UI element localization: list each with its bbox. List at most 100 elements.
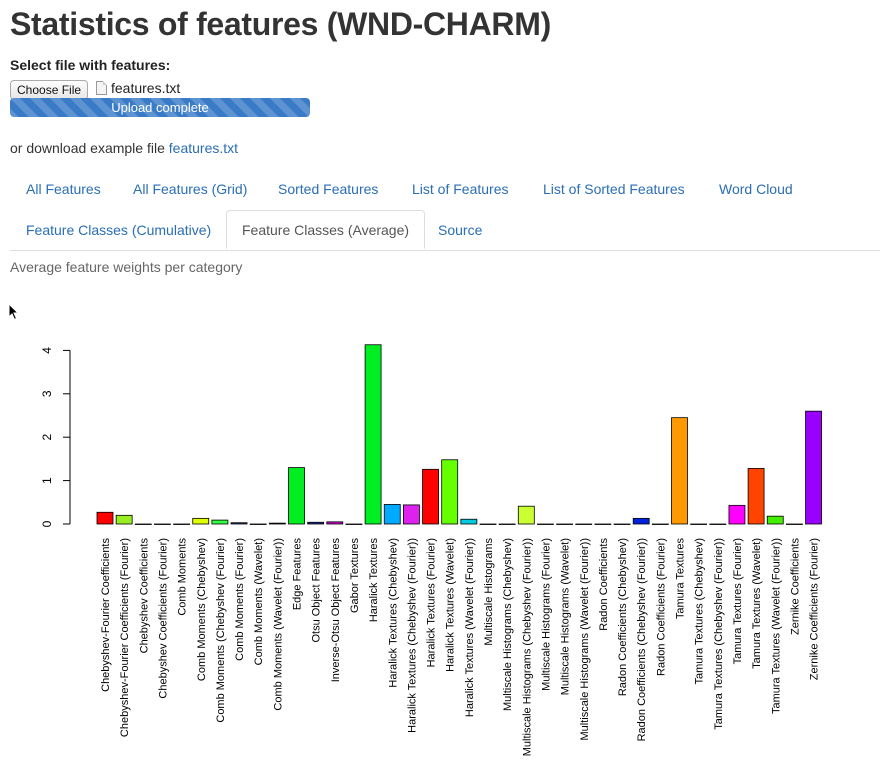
bar [766,515,784,525]
x-tick-label: Comb Moments [177,538,189,616]
x-tick-label: Multiscale Histograms (Wavelet (Fourier)… [579,538,591,741]
y-tick-label: 0 [40,520,54,527]
bar [422,468,439,525]
x-tick-label: Multiscale Histograms (Chebyshev) [502,538,514,711]
y-tick-label: 1 [40,477,54,484]
x-tick-label: Edge Features [292,538,304,611]
download-text: or download example file [10,140,165,156]
bar [594,523,612,525]
x-tick-label: Multiscale Histograms (Chebyshev (Fourie… [521,538,533,756]
x-tick-label: Radon Coefficients [598,538,610,631]
bar [728,504,746,525]
x-tick-label: Haralick Textures (Fourier) [426,538,438,667]
x-tick-label: Comb Moments (Fourier) [234,538,246,661]
chart-subtitle: Average feature weights per category [10,259,243,275]
bar [556,523,573,525]
bar [268,522,286,525]
bar [307,521,325,525]
bar [709,523,727,525]
x-tick-label: Comb Moments (Chebyshev (Fourier) [215,538,227,723]
tab-feature-classes-cumulative[interactable]: Feature Classes (Cumulative) [26,222,212,238]
bar [613,523,631,525]
y-tick-label: 3 [40,390,54,397]
x-tick-label: Chebyshev-Fourier Coefficients (Fourier) [119,538,131,737]
tab-source[interactable]: Source [438,222,483,238]
x-tick-label: Comb Moments (Chebyshev) [196,538,208,681]
x-tick-label: Otsu Object Features [311,538,323,643]
x-tick-label: Haralick Textures (Wavelet) [445,538,457,672]
bar [671,417,688,525]
tab-list-of-features[interactable]: List of Features [412,181,509,197]
x-tick-label: Tamura Textures (Wavelet) [751,538,763,669]
bar [632,517,650,525]
x-tick-label: Tamura Textures (Chebyshev) [694,538,706,685]
bar [345,523,363,525]
bar [326,521,344,525]
x-tick-label: Radon Coefficients (Fourier) [655,538,667,676]
tab-feature-classes-average[interactable]: Feature Classes (Average) [226,210,426,249]
x-tick-label: Haralick Textures (Chebyshev) [387,538,399,688]
bar [402,504,420,525]
bar [173,523,191,525]
x-tick-label: Tamura Textures [675,538,687,620]
file-select-label: Select file with features: [10,57,171,73]
x-tick-label: Radon Coefficients (Chebyshev) [617,538,629,696]
bar [805,410,822,525]
bar [364,344,382,525]
tab-sorted-features[interactable]: Sorted Features [278,181,379,197]
tab-list-of-sorted-features[interactable]: List of Sorted Features [543,181,685,197]
upload-status-text: Upload complete [111,100,209,115]
x-tick-label: Comb Moments (Wavelet) [253,538,265,665]
x-tick-label: Haralick Textures (Wavelet (Fourier)) [464,538,476,717]
x-tick-label: Tamura Textures (Fourier) [732,538,744,664]
bar [537,523,554,525]
x-tick-label: Tamura Textures (Wavelet (Fourier)) [770,538,782,714]
bar [786,523,803,525]
y-tick-label: 4 [40,347,54,354]
choose-file-button[interactable]: Choose File [10,80,89,100]
y-tick-label: 2 [40,434,54,441]
download-example: or download example file features.txt [10,140,238,156]
selected-file-name: features.txt [111,80,181,96]
bar [249,523,267,525]
bar [192,517,210,525]
x-tick-label: Tamura Textures (Chebyshev (Fourier)) [713,538,725,730]
bar [383,504,401,525]
x-tick-label: Inverse-Otsu Object Features [330,538,342,683]
example-file-link[interactable]: features.txt [168,140,239,156]
bar [211,519,229,525]
x-tick-label: Multiscale Histograms (Wavelet) [560,538,572,695]
bar [115,514,133,525]
tab-all-features[interactable]: All Features [26,181,101,197]
bar [479,523,497,525]
bar [96,511,114,525]
x-tick-label: Haralick Textures [368,538,380,623]
x-tick-label: Comb Moments (Wavelet (Fourier)) [272,538,284,711]
x-tick-label: Haralick Textures (Chebyshev (Fourier)) [406,538,418,733]
bar [134,523,152,525]
x-tick-label: Multiscale Histograms [483,538,495,646]
x-tick-label: Chebyshev-Fourier Coefficients [100,538,112,692]
x-tick-label: Chebyshev Coefficients (Fourier) [157,538,169,699]
bar [575,523,593,525]
bar [747,468,765,525]
x-tick-label: Multiscale Histograms (Fourier) [540,538,552,691]
mouse-cursor-icon [8,303,20,321]
page-title: Statistics of features (WND-CHARM) [10,6,551,42]
x-tick-label: Zernike Coefficients [789,538,801,636]
tabs-divider [10,250,880,251]
x-tick-label: Chebyshev Coefficients [138,538,150,654]
tab-all-features-grid[interactable]: All Features (Grid) [133,181,248,197]
bar [154,523,171,525]
tab-word-cloud[interactable]: Word Cloud [719,181,793,197]
bar [441,459,459,525]
bar [230,522,248,525]
x-tick-label: Radon Coefficients (Chebyshev (Fourier)) [636,538,648,741]
upload-progress-bar: Upload complete [10,98,310,117]
bar [517,505,535,525]
x-tick-label: Gabor Textures [349,538,361,614]
bar [651,523,669,525]
bar [690,523,708,525]
file-icon [96,81,107,95]
